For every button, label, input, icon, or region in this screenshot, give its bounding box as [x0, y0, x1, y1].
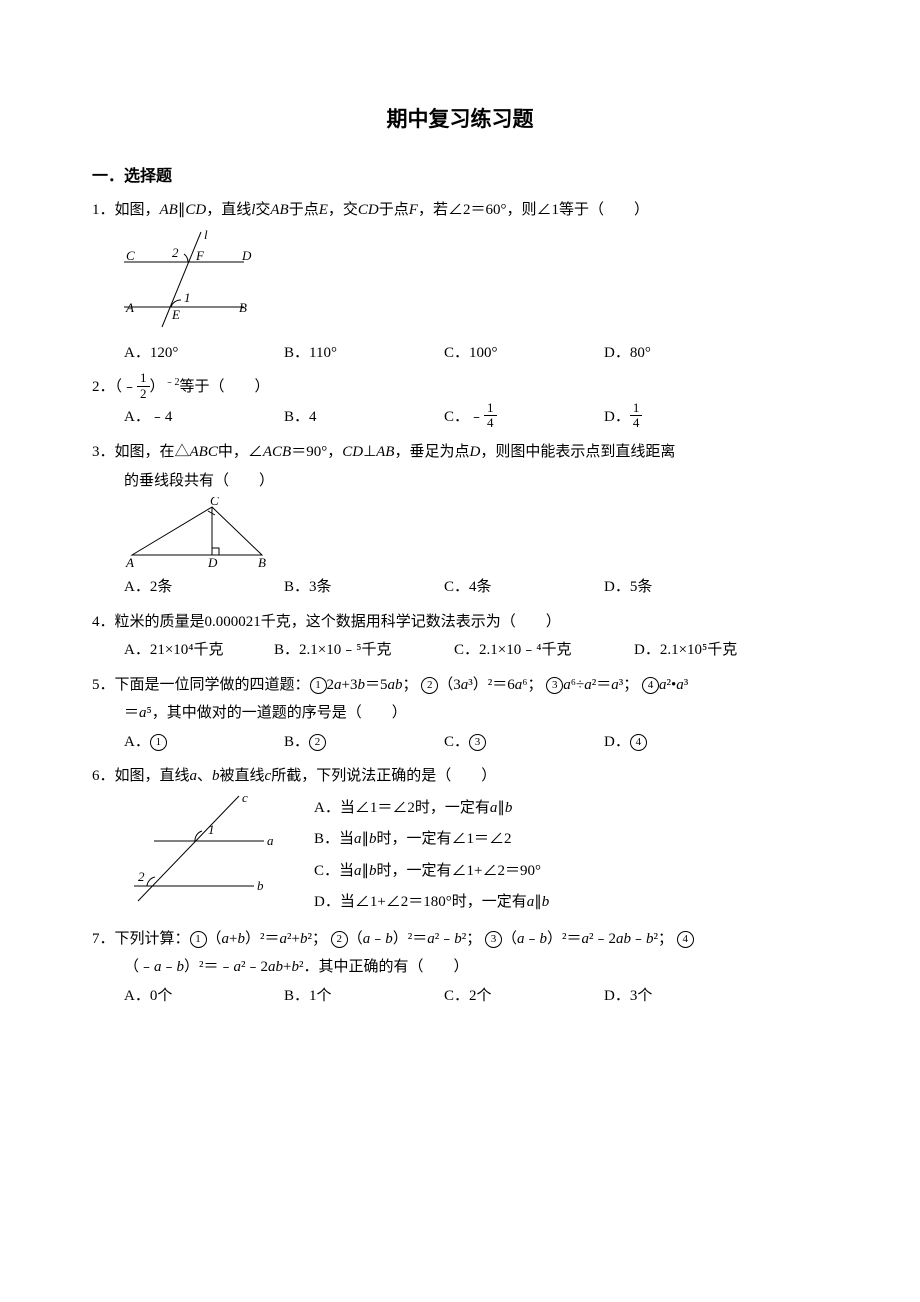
q7-optB: B．1个	[284, 982, 444, 1011]
svg-text:C: C	[126, 248, 135, 263]
q1-optC: C．100°	[444, 339, 604, 368]
question-5: 5．下面是一位同学做的四道题：12a+3b＝5ab； 2（3a³）²＝6a⁶； …	[92, 671, 828, 757]
q5-optD: D．4	[604, 728, 764, 757]
q7-options: A．0个 B．1个 C．2个 D．3个	[92, 982, 828, 1011]
q4-optA: A．21×10⁴千克	[124, 636, 274, 665]
q2-optD: D．14	[604, 403, 764, 433]
q4-optD: D．2.1×10⁵千克	[634, 636, 784, 665]
q1-optB: B．110°	[284, 339, 444, 368]
q1-optD: D．80°	[604, 339, 764, 368]
q7-stem: 7．下列计算：1（a+b）²＝a²+b²； 2（a﹣b）²＝a²﹣b²； 3（a…	[92, 925, 828, 954]
q3-optB: B．3条	[284, 573, 444, 602]
q6-optB: B．当a∥b时，一定有∠1＝∠2	[314, 824, 549, 856]
svg-text:B: B	[239, 300, 247, 315]
q3-optA: A．2条	[124, 573, 284, 602]
q5-options: A．1 B．2 C．3 D．4	[92, 728, 828, 757]
q3-cont: 的垂线段共有（ ）	[92, 467, 828, 496]
svg-text:a: a	[267, 833, 274, 848]
q6-optD: D．当∠1+∠2＝180°时，一定有a∥b	[314, 887, 549, 919]
q4-stem: 4．粒米的质量是0.000021千克，这个数据用科学记数法表示为（ ）	[92, 608, 828, 637]
svg-text:2: 2	[172, 245, 179, 260]
question-7: 7．下列计算：1（a+b）²＝a²+b²； 2（a﹣b）²＝a²﹣b²； 3（a…	[92, 925, 828, 1011]
question-3: 3．如图，在△ABC中，∠ACB＝90°，CD⊥AB，垂足为点D，则图中能表示点…	[92, 438, 828, 602]
page-title: 期中复习练习题	[92, 100, 828, 140]
q2-optA: A．﹣4	[124, 403, 284, 433]
q6-optA: A．当∠1＝∠2时，一定有a∥b	[314, 793, 549, 825]
svg-text:2: 2	[138, 869, 145, 884]
question-1: 1．如图，AB∥CD，直线l交AB于点E，交CD于点F，若∠2＝60°，则∠1等…	[92, 196, 828, 367]
svg-text:b: b	[257, 878, 264, 893]
svg-text:E: E	[171, 307, 180, 322]
svg-text:l: l	[204, 227, 208, 242]
svg-text:1: 1	[208, 822, 215, 837]
q5-optB: B．2	[284, 728, 444, 757]
q2-optC: C．﹣14	[444, 403, 604, 433]
svg-text:A: A	[125, 555, 134, 569]
svg-text:D: D	[241, 248, 252, 263]
q7-optC: C．2个	[444, 982, 604, 1011]
q5-cont: ＝a⁵，其中做对的一道题的序号是（ ）	[92, 699, 828, 728]
question-6: 6．如图，直线a、b被直线c所截，下列说法正确的是（ ） c 1 a 2 b	[92, 762, 828, 919]
q1-stem: 1．如图，AB∥CD，直线l交AB于点E，交CD于点F，若∠2＝60°，则∠1等…	[92, 196, 828, 225]
q2-options: A．﹣4 B．4 C．﹣14 D．14	[92, 403, 828, 433]
q7-cont: （﹣a﹣b）²＝﹣a²﹣2ab+b²．其中正确的有（ ）	[92, 953, 828, 982]
svg-text:1: 1	[184, 290, 191, 305]
section-heading: 一．选择题	[92, 162, 828, 192]
q5-optA: A．1	[124, 728, 284, 757]
q5-optC: C．3	[444, 728, 604, 757]
q3-optC: C．4条	[444, 573, 604, 602]
q6-figure: c 1 a 2 b	[124, 791, 284, 919]
q1-options: A．120° B．110° C．100° D．80°	[92, 339, 828, 368]
q3-optD: D．5条	[604, 573, 764, 602]
q6-stem: 6．如图，直线a、b被直线c所截，下列说法正确的是（ ）	[92, 762, 828, 791]
q3-stem: 3．如图，在△ABC中，∠ACB＝90°，CD⊥AB，垂足为点D，则图中能表示点…	[92, 438, 828, 467]
q2-optB: B．4	[284, 403, 444, 433]
q7-optD: D．3个	[604, 982, 764, 1011]
svg-text:A: A	[125, 300, 134, 315]
question-4: 4．粒米的质量是0.000021千克，这个数据用科学记数法表示为（ ） A．21…	[92, 608, 828, 665]
svg-text:C: C	[210, 497, 219, 508]
svg-text:B: B	[258, 555, 266, 569]
q1-optA: A．120°	[124, 339, 284, 368]
q3-figure: A D B C	[92, 497, 828, 569]
q4-optC: C．2.1×10﹣⁴千克	[454, 636, 634, 665]
svg-text:c: c	[242, 791, 248, 805]
q7-optA: A．0个	[124, 982, 284, 1011]
q4-options: A．21×10⁴千克 B．2.1×10﹣⁵千克 C．2.1×10﹣⁴千克 D．2…	[92, 636, 828, 665]
svg-text:F: F	[195, 248, 205, 263]
q1-figure: l 2 F C D 1 A E B	[92, 227, 828, 335]
q3-options: A．2条 B．3条 C．4条 D．5条	[92, 573, 828, 602]
q6-options: A．当∠1＝∠2时，一定有a∥b B．当a∥b时，一定有∠1＝∠2 C．当a∥b…	[284, 791, 549, 919]
svg-text:D: D	[207, 555, 218, 569]
question-2: 2．（﹣12）﹣2等于（ ） A．﹣4 B．4 C．﹣14 D．14	[92, 373, 828, 432]
q6-optC: C．当a∥b时，一定有∠1+∠2＝90°	[314, 856, 549, 888]
q4-optB: B．2.1×10﹣⁵千克	[274, 636, 454, 665]
q2-stem: 2．（﹣12）﹣2等于（ ）	[92, 373, 828, 403]
q5-stem: 5．下面是一位同学做的四道题：12a+3b＝5ab； 2（3a³）²＝6a⁶； …	[92, 671, 828, 700]
